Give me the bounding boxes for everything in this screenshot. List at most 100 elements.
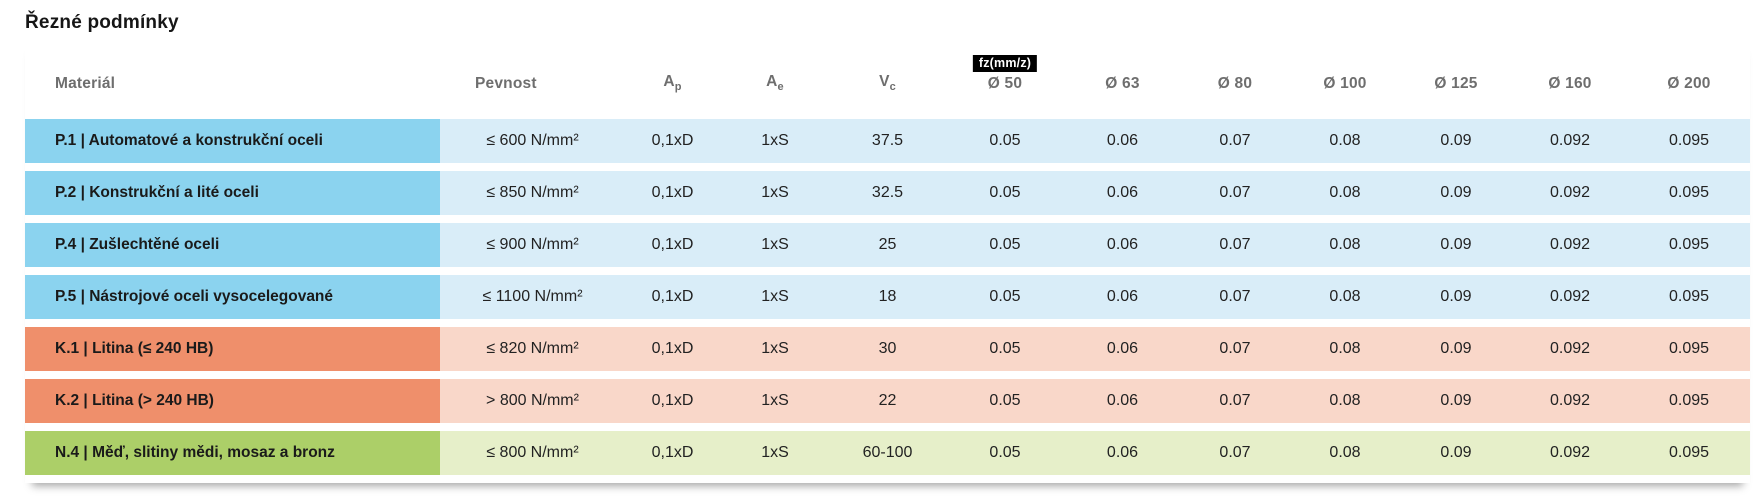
fz-cell-d160: 0.092 (1512, 171, 1628, 215)
column-header-vc: Vc (830, 46, 945, 111)
fz-cell-d50: 0.05 (945, 327, 1065, 371)
fz-cell-d80: 0.07 (1180, 223, 1290, 267)
material-cell: P.5 | Nástrojové oceli vysocelegované (25, 275, 440, 319)
table-row: P.5 | Nástrojové oceli vysocelegované ≤ 1… (25, 275, 1750, 319)
fz-cell-d63: 0.06 (1065, 379, 1180, 423)
ae-cell: 1xS (720, 119, 830, 163)
material-cell: K.1 | Litina (≤ 240 HB) (25, 327, 440, 371)
vc-cell: 37.5 (830, 119, 945, 163)
diameter-label-d50: Ø 50 (987, 75, 1023, 92)
fz-cell-d50: 0.05 (945, 171, 1065, 215)
fz-cell-d50: 0.05 (945, 379, 1065, 423)
material-cell: N.4 | Měď, slitiny mědi, mosaz a bronz (25, 431, 440, 475)
fz-cell-d100: 0.08 (1290, 431, 1400, 475)
column-header-ap: Ap (625, 46, 720, 111)
table-row: P.2 | Konstrukční a lité oceli ≤ 850 N/mm… (25, 171, 1750, 215)
strength-cell: ≤ 820 N/mm² (440, 327, 625, 371)
table-row: N.4 | Měď, slitiny mědi, mosaz a bronz ≤ … (25, 431, 1750, 475)
fz-cell-d125: 0.09 (1400, 431, 1512, 475)
ap-cell: 0,1xD (625, 223, 720, 267)
vc-cell: 32.5 (830, 171, 945, 215)
fz-cell-d200: 0.095 (1628, 275, 1750, 319)
fz-cell-d100: 0.08 (1290, 119, 1400, 163)
strength-cell: ≤ 800 N/mm² (440, 431, 625, 475)
fz-cell-d200: 0.095 (1628, 327, 1750, 371)
table-row: P.1 | Automatové a konstrukční oceli ≤ 60… (25, 119, 1750, 163)
ae-cell: 1xS (720, 327, 830, 371)
ap-subscript: p (674, 81, 682, 93)
fz-cell-d63: 0.06 (1065, 171, 1180, 215)
fz-cell-d80: 0.07 (1180, 431, 1290, 475)
column-header-material: Materiál (55, 75, 116, 92)
diameter-label-d80: Ø 80 (1217, 75, 1253, 92)
fz-cell-d125: 0.09 (1400, 327, 1512, 371)
ae-subscript: e (777, 81, 784, 93)
ae-cell: 1xS (720, 379, 830, 423)
header-row: Materiál Pevnost Ap Ae Vc fz(mm/z) Ø 50 … (25, 46, 1750, 111)
column-header-d80: Ø 80 (1180, 46, 1290, 111)
ap-cell: 0,1xD (625, 275, 720, 319)
fz-cell-d50: 0.05 (945, 275, 1065, 319)
material-cell: K.2 | Litina (> 240 HB) (25, 379, 440, 423)
material-cell: P.4 | Zušlechtěné oceli (25, 223, 440, 267)
fz-cell-d50: 0.05 (945, 119, 1065, 163)
fz-cell-d160: 0.092 (1512, 431, 1628, 475)
page: Řezné podmínky Materiál Pevnost Ap Ae Vc… (25, 12, 1750, 483)
material-cell: P.2 | Konstrukční a lité oceli (25, 171, 440, 215)
ae-cell: 1xS (720, 171, 830, 215)
fz-cell-d160: 0.092 (1512, 327, 1628, 371)
fz-cell-d50: 0.05 (945, 431, 1065, 475)
fz-cell-d100: 0.08 (1290, 275, 1400, 319)
fz-cell-d100: 0.08 (1290, 171, 1400, 215)
diameter-label-d63: Ø 63 (1105, 75, 1140, 92)
column-header-strength: Pevnost (475, 75, 537, 92)
ap-cell: 0,1xD (625, 327, 720, 371)
column-header-d200: Ø 200 (1628, 46, 1750, 111)
ae-cell: 1xS (720, 431, 830, 475)
fz-cell-d200: 0.095 (1628, 171, 1750, 215)
fz-cell-d200: 0.095 (1628, 431, 1750, 475)
table-row: K.2 | Litina (> 240 HB) > 800 N/mm² 0,1xD 1… (25, 379, 1750, 423)
fz-cell-d200: 0.095 (1628, 119, 1750, 163)
fz-cell-d63: 0.06 (1065, 431, 1180, 475)
fz-cell-d125: 0.09 (1400, 171, 1512, 215)
fz-cell-d125: 0.09 (1400, 275, 1512, 319)
fz-cell-d160: 0.092 (1512, 379, 1628, 423)
fz-cell-d100: 0.08 (1290, 223, 1400, 267)
column-header-d160: Ø 160 (1512, 46, 1628, 111)
fz-cell-d160: 0.092 (1512, 223, 1628, 267)
fz-cell-d80: 0.07 (1180, 379, 1290, 423)
ae-label: A (766, 72, 778, 90)
strength-cell: ≤ 900 N/mm² (440, 223, 625, 267)
ap-cell: 0,1xD (625, 379, 720, 423)
ae-cell: 1xS (720, 223, 830, 267)
fz-cell-d100: 0.08 (1290, 379, 1400, 423)
fz-cell-d160: 0.092 (1512, 275, 1628, 319)
ap-cell: 0,1xD (625, 431, 720, 475)
fz-cell-d63: 0.06 (1065, 223, 1180, 267)
fz-cell-d80: 0.07 (1180, 171, 1290, 215)
vc-cell: 18 (830, 275, 945, 319)
fz-cell-d160: 0.092 (1512, 119, 1628, 163)
column-header-d100: Ø 100 (1290, 46, 1400, 111)
fz-cell-d63: 0.06 (1065, 275, 1180, 319)
diameter-label-d100: Ø 100 (1323, 75, 1367, 92)
material-cell: P.1 | Automatové a konstrukční oceli (25, 119, 440, 163)
strength-cell: ≤ 1100 N/mm² (440, 275, 625, 319)
table-row: K.1 | Litina (≤ 240 HB) ≤ 820 N/mm² 0,1xD 1… (25, 327, 1750, 371)
fz-cell-d50: 0.05 (945, 223, 1065, 267)
strength-cell: > 800 N/mm² (440, 379, 625, 423)
fz-cell-d80: 0.07 (1180, 327, 1290, 371)
fz-cell-d80: 0.07 (1180, 275, 1290, 319)
vc-subscript: c (889, 81, 896, 93)
fz-cell-d125: 0.09 (1400, 223, 1512, 267)
fz-cell-d100: 0.08 (1290, 327, 1400, 371)
table-body: P.1 | Automatové a konstrukční oceli ≤ 60… (25, 119, 1750, 475)
fz-cell-d63: 0.06 (1065, 119, 1180, 163)
strength-cell: ≤ 850 N/mm² (440, 171, 625, 215)
cutting-conditions-table: Materiál Pevnost Ap Ae Vc fz(mm/z) Ø 50 … (25, 38, 1750, 483)
fz-cell-d80: 0.07 (1180, 119, 1290, 163)
fz-cell-d125: 0.09 (1400, 119, 1512, 163)
fz-unit-badge: fz(mm/z) (972, 55, 1038, 72)
vc-cell: 30 (830, 327, 945, 371)
